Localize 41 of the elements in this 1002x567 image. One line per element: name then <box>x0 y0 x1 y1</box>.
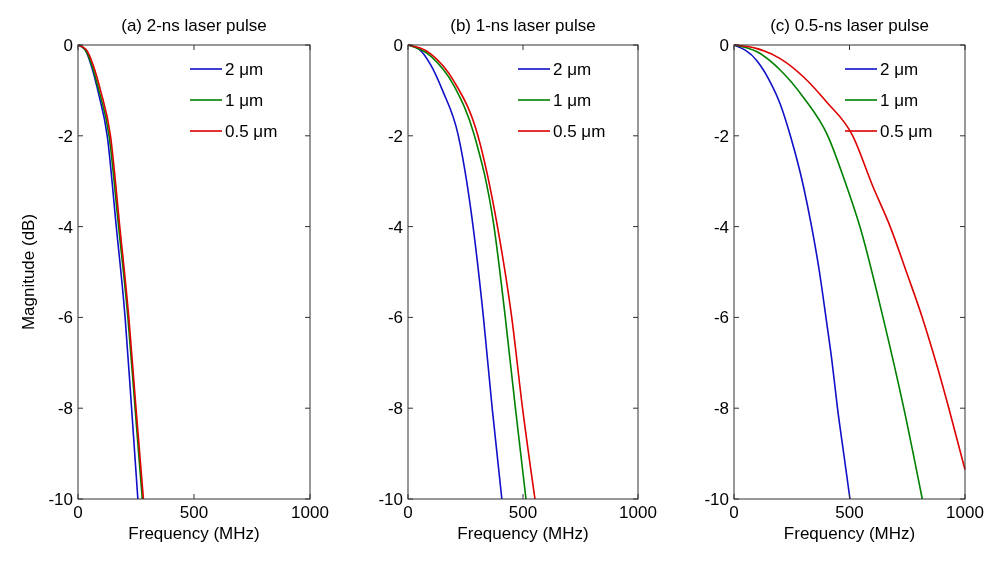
x-axis-title: Frequency (MHz) <box>128 524 260 543</box>
x-tick-label: 500 <box>835 503 864 522</box>
legend-label: 0.5 μm <box>880 121 933 141</box>
y-tick-label: -10 <box>48 489 73 509</box>
y-tick-label: 0 <box>393 35 403 55</box>
y-tick-label: -6 <box>57 308 73 328</box>
y-tick-label: -8 <box>57 399 73 419</box>
x-axis-title: Frequency (MHz) <box>457 524 589 543</box>
legend-label: 0.5 μm <box>553 121 606 141</box>
chart-title: (c) 0.5-ns laser pulse <box>770 16 929 35</box>
y-tick-label: -8 <box>387 399 403 419</box>
legend-label: 2 μm <box>553 59 592 79</box>
chart-title: (a) 2-ns laser pulse <box>121 16 267 35</box>
x-tick-label: 1000 <box>946 503 984 522</box>
y-tick-label: 0 <box>719 35 729 55</box>
y-tick-label: -6 <box>713 308 729 328</box>
legend-label: 1 μm <box>553 90 592 110</box>
chart-title: (b) 1-ns laser pulse <box>450 16 596 35</box>
y-tick-label: -10 <box>704 489 729 509</box>
y-tick-label: -6 <box>387 308 403 328</box>
y-tick-label: -4 <box>57 217 73 237</box>
y-tick-label: 0 <box>63 35 73 55</box>
x-tick-label: 1000 <box>291 503 329 522</box>
x-tick-label: 500 <box>179 503 209 522</box>
legend-label: 2 μm <box>880 59 919 79</box>
y-tick-label: -4 <box>387 217 403 237</box>
legend-label: 1 μm <box>880 90 919 110</box>
x-tick-label: 1000 <box>619 503 657 522</box>
y-tick-label: -10 <box>378 489 403 509</box>
legend-label: 1 μm <box>225 90 264 110</box>
y-tick-label: -4 <box>713 217 729 237</box>
legend-label: 2 μm <box>225 59 264 79</box>
x-tick-label: 500 <box>508 503 538 522</box>
y-tick-label: -8 <box>713 399 729 419</box>
x-axis-title: Frequency (MHz) <box>783 524 916 543</box>
y-tick-label: -2 <box>387 126 403 146</box>
y-tick-label: -2 <box>57 126 73 146</box>
legend-label: 0.5 μm <box>225 121 278 141</box>
y-axis-title: Magnitude (dB) <box>19 213 38 331</box>
y-tick-label: -2 <box>713 126 729 146</box>
line-series <box>733 44 851 500</box>
